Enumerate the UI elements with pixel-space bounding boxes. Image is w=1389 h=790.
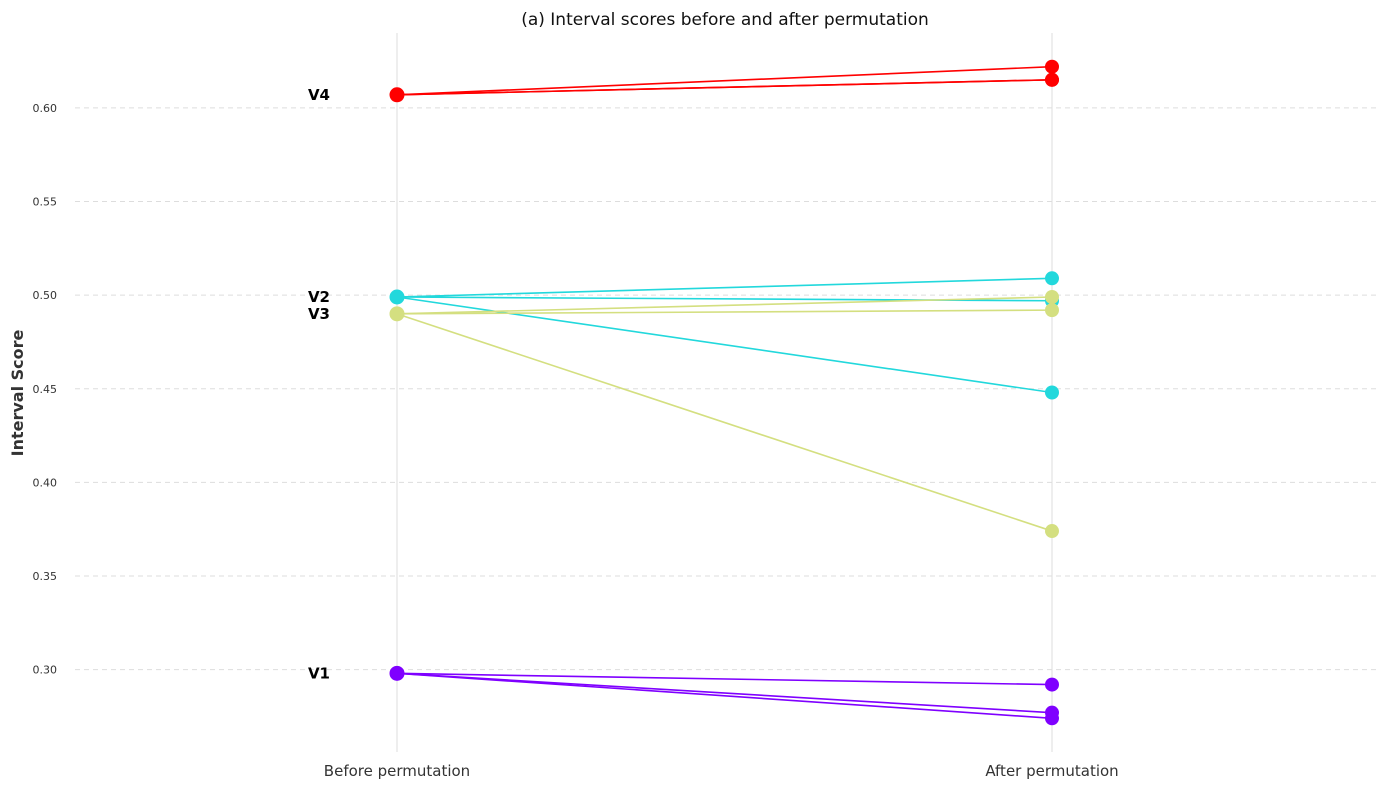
group-label-v2: V2 xyxy=(308,288,330,306)
y-tick-labels: 0.30 0.35 0.40 0.45 0.50 0.55 0.60 xyxy=(33,102,58,677)
chart-title: (a) Interval scores before and after per… xyxy=(521,10,929,30)
point-after-v3 xyxy=(1045,303,1059,318)
point-before-v3 xyxy=(389,306,405,322)
series-line-v2 xyxy=(396,277,1053,298)
point-after-v4 xyxy=(1045,72,1059,87)
point-after-v1 xyxy=(1045,677,1059,692)
point-before-v2 xyxy=(389,289,405,305)
point-after-v3 xyxy=(1045,524,1059,539)
series-lines xyxy=(396,65,1053,720)
series-line-v3 xyxy=(396,309,1053,315)
point-before-v1 xyxy=(389,665,405,681)
data-points xyxy=(389,59,1059,726)
series-line-v4 xyxy=(396,79,1053,96)
point-after-v4 xyxy=(1045,59,1059,74)
y-tick-label: 0.45 xyxy=(33,383,58,396)
point-after-v1 xyxy=(1045,711,1059,726)
group-label-v4: V4 xyxy=(308,86,330,104)
series-line-v1 xyxy=(396,672,1053,720)
x-tick-labels: Before permutation After permutation xyxy=(324,762,1119,780)
y-tick-label: 0.55 xyxy=(33,196,58,209)
series-line-v1 xyxy=(396,672,1053,686)
group-label-v1: V1 xyxy=(308,664,330,682)
y-tick-label: 0.40 xyxy=(33,476,58,489)
point-before-v4 xyxy=(389,87,405,103)
grid-lines xyxy=(75,107,1380,671)
series-line-v3 xyxy=(396,313,1053,532)
series-line-v3 xyxy=(396,296,1053,315)
point-after-v2 xyxy=(1045,385,1059,400)
y-tick-label: 0.60 xyxy=(33,102,58,115)
series-line-v4 xyxy=(396,65,1053,96)
point-after-v3 xyxy=(1045,290,1059,305)
group-label-v3: V3 xyxy=(308,305,330,323)
y-tick-label: 0.50 xyxy=(33,289,58,302)
point-after-v2 xyxy=(1045,271,1059,286)
category-lines xyxy=(396,33,1053,752)
y-axis-label: Interval Score xyxy=(8,329,27,456)
y-tick-label: 0.35 xyxy=(33,570,58,583)
series-line-v1 xyxy=(396,672,1053,714)
x-tick-label: After permutation xyxy=(985,762,1118,780)
y-tick-label: 0.30 xyxy=(33,664,58,677)
x-tick-label: Before permutation xyxy=(324,762,470,780)
